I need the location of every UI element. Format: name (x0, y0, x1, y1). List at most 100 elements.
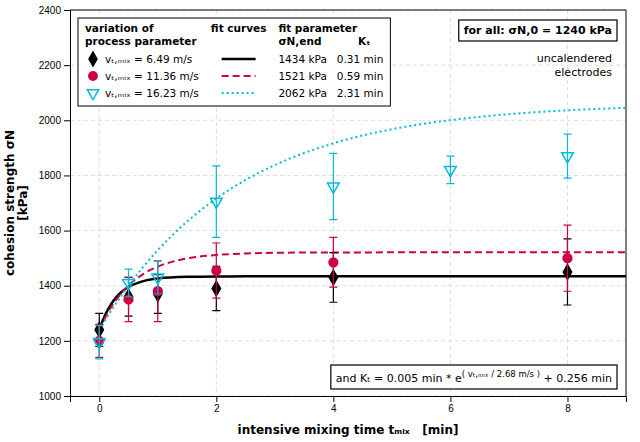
x-tick-label: 8 (565, 403, 571, 414)
x-tick-label: 2 (214, 403, 220, 414)
axis-line (64, 11, 71, 397)
y-tick: 2400 (39, 5, 70, 16)
x-tick-mark (567, 396, 568, 402)
error-bar (125, 269, 133, 297)
x-tick-mark (333, 396, 334, 402)
y-tick-mark (64, 341, 70, 342)
y-tick: 1400 (39, 280, 70, 291)
y-tick-mark (64, 231, 70, 232)
grid-line (70, 285, 626, 286)
y-axis-title: cohesion strength σN[kPa] (3, 130, 30, 276)
point (93, 339, 105, 349)
x-tick: 6 (448, 396, 454, 414)
y-tick: 1600 (39, 225, 70, 236)
y-tick-mark (64, 175, 70, 176)
point (210, 198, 222, 208)
y-tick-label: 1400 (39, 280, 62, 291)
legend-header: fit curves (211, 22, 267, 34)
legend-label: 1434 kPa 0.31 min (278, 53, 383, 65)
annotation: uncalenderedelectrodes (537, 52, 613, 79)
annotation: and Kₜ = 0.005 min * e( vₜ,ₘᵢₓ / 2.68 m/… (336, 369, 612, 385)
legend-header: fit parameterσN,end Kₜ (278, 22, 370, 47)
legend-marker (87, 90, 98, 100)
error-bar (212, 166, 220, 238)
y-tick-mark (64, 396, 70, 397)
grid-line (450, 10, 451, 396)
frame-line (626, 10, 627, 396)
y-tick-mark (64, 120, 70, 121)
legend-label: vₜ,ₘᵢₓ = 16.23 m/s (105, 87, 199, 99)
error-bar (329, 153, 337, 219)
x-tick-label: 6 (448, 403, 454, 414)
y-tick-mark (64, 65, 70, 66)
y-tick-label: 1000 (39, 391, 62, 402)
x-tick-mark (450, 396, 451, 402)
legend-header: variation ofprocess parameter (85, 22, 197, 47)
y-axis: 1000 1200 1400 1600 1800 2000 2200 2400 (39, 5, 71, 402)
point (212, 266, 221, 275)
point (329, 258, 338, 267)
y-tick-label: 1200 (39, 336, 62, 347)
error-bar (154, 261, 162, 322)
annotations: for all: σN,0 = 1240 kPauncalenderedelec… (331, 20, 617, 389)
x-tick: 2 (214, 396, 220, 414)
chart-container: 0246810001200140016001800200022002400int… (0, 0, 640, 442)
series (95, 225, 572, 357)
legend-line (222, 58, 256, 61)
error-bar (212, 243, 220, 298)
legend-label: 1521 kPa 0.59 min (278, 70, 383, 82)
y-tick-mark (64, 10, 70, 11)
frame-line (70, 10, 626, 11)
legend-label: 2062 kPa 2.31 min (278, 87, 383, 99)
grid-line (70, 340, 626, 341)
y-tick-label: 2000 (39, 115, 62, 126)
axis-line (71, 397, 627, 403)
y-tick-label: 1800 (39, 170, 62, 181)
legend: variation ofprocess parameter vₜ,ₘᵢₓ = 6.… (78, 18, 390, 106)
legend-marker (89, 52, 97, 66)
error-bar (563, 225, 571, 291)
y-tick-label: 1600 (39, 225, 62, 236)
chart: 0246810001200140016001800200022002400int… (0, 0, 640, 442)
x-tick-mark (99, 396, 100, 402)
legend-marker (89, 72, 97, 80)
point (152, 274, 164, 284)
point (562, 153, 574, 163)
grid-line (70, 120, 626, 121)
y-tick-label: 2400 (39, 5, 62, 16)
fit-curve (99, 276, 626, 329)
y-tick: 2200 (39, 60, 70, 71)
error-bar (154, 261, 162, 294)
point (123, 280, 135, 290)
legend-line (222, 92, 256, 94)
y-tick-mark (64, 286, 70, 287)
legend-label: vₜ,ₘᵢₓ = 11.36 m/s (105, 70, 199, 82)
error-bar (446, 156, 454, 184)
fit-curve (99, 108, 626, 330)
annotation-box (331, 365, 617, 389)
x-axis-title: intensive mixing time tₘᵢₓ [min] (238, 423, 459, 437)
error-bar (329, 237, 337, 287)
fit-curve (99, 252, 626, 329)
grid-line (70, 175, 626, 176)
error-bar (563, 134, 571, 178)
legend-label: vₜ,ₘᵢₓ = 6.49 m/s (105, 53, 192, 65)
x-tick: 8 (565, 396, 571, 414)
x-axis: 02468 (71, 396, 627, 414)
grid-line (70, 10, 626, 11)
legend-line (222, 75, 256, 77)
grid (70, 10, 626, 396)
point (563, 254, 572, 263)
y-tick: 1800 (39, 170, 70, 181)
point (445, 167, 457, 177)
annotation-box (459, 20, 617, 41)
error-bar (95, 326, 103, 359)
series (93, 134, 573, 359)
x-tick-label: 4 (331, 403, 337, 414)
y-tick: 1000 (39, 391, 70, 402)
y-tick: 1200 (39, 336, 70, 347)
y-tick: 2000 (39, 115, 70, 126)
x-tick-mark (216, 396, 217, 402)
y-tick-label: 2200 (39, 60, 62, 71)
grid-line (70, 230, 626, 231)
